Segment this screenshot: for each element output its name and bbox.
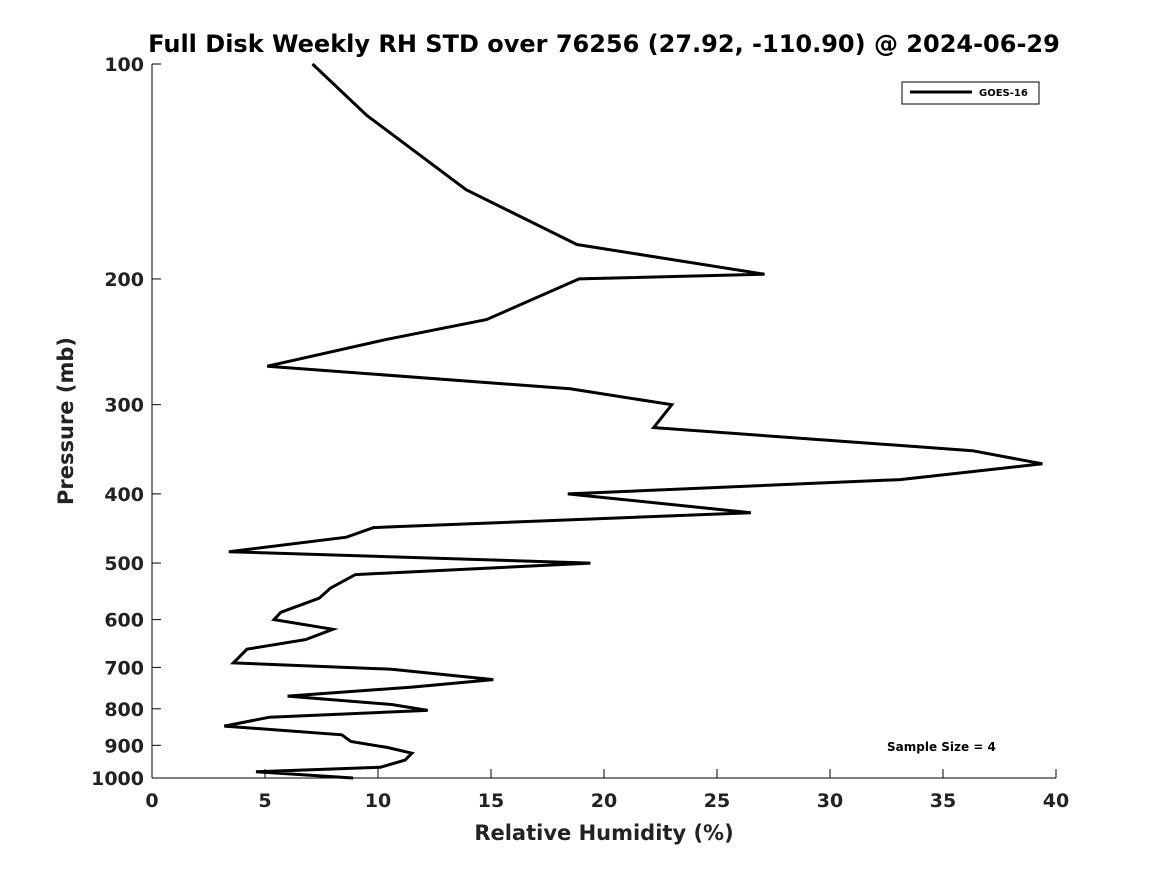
y-tick-label: 1000	[91, 768, 144, 790]
sample-size-annotation: Sample Size = 4	[887, 740, 996, 754]
x-tick-label: 5	[258, 790, 271, 812]
x-tick-label: 15	[478, 790, 504, 812]
y-tick-label: 700	[104, 657, 144, 679]
x-tick-label: 30	[817, 790, 843, 812]
x-tick-label: 10	[365, 790, 391, 812]
legend: GOES-16	[901, 81, 1040, 105]
x-tick-label: 25	[704, 790, 730, 812]
series-line-goes16	[224, 62, 1043, 780]
y-tick-label: 300	[104, 395, 144, 417]
y-axis-ticks: 100 200 300 400 500 600 700 800 900 1000	[91, 54, 161, 790]
y-tick-label: 600	[104, 610, 144, 632]
y-tick-label: 200	[104, 269, 144, 291]
y-axis-label: Pressure (mb)	[54, 337, 78, 505]
y-tick-label: 500	[104, 553, 144, 575]
x-tick-label: 35	[930, 790, 956, 812]
legend-label-goes16: GOES-16	[979, 88, 1028, 99]
x-axis-label: Relative Humidity (%)	[474, 821, 733, 845]
x-axis-ticks: 0 5 10 15 20 25 30 35 40	[145, 769, 1069, 812]
y-tick-label: 800	[104, 699, 144, 721]
x-tick-label: 20	[591, 790, 617, 812]
x-tick-label: 40	[1043, 790, 1069, 812]
x-tick-label: 0	[145, 790, 158, 812]
y-tick-label: 100	[104, 54, 144, 76]
y-tick-label: 400	[104, 484, 144, 506]
chart-title: Full Disk Weekly RH STD over 76256 (27.9…	[148, 30, 1060, 58]
y-tick-label: 900	[104, 735, 144, 757]
